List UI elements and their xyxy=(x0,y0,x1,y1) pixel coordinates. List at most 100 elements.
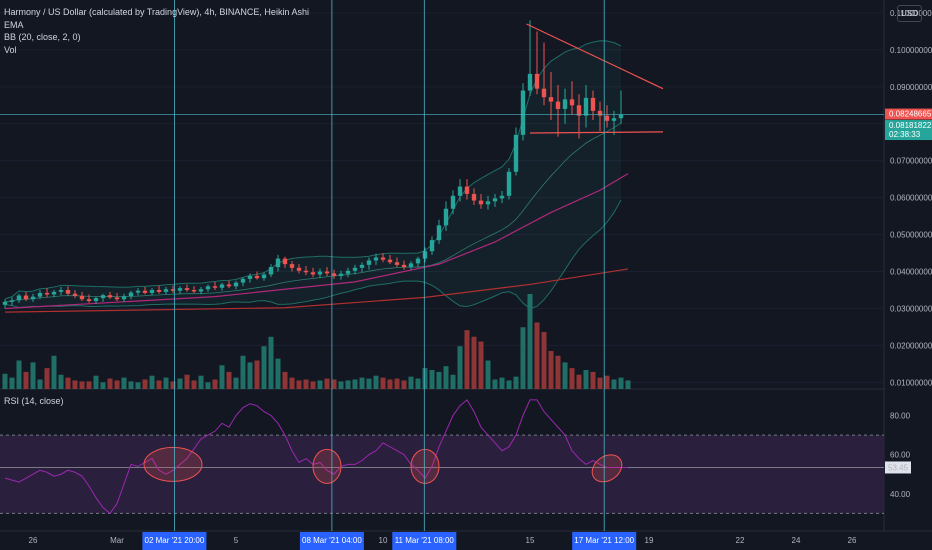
rsi-tick-label: 60.00 xyxy=(890,451,911,460)
candle xyxy=(471,188,477,206)
volume-bar xyxy=(51,355,57,389)
price-tag-countdown: 02:38:33 xyxy=(889,130,921,139)
volume-bar xyxy=(16,360,22,389)
rsi-legend[interactable]: RSI (14, close) xyxy=(4,396,68,406)
candle-body xyxy=(226,284,232,287)
volume-bar xyxy=(121,377,127,389)
candle-body xyxy=(373,257,379,261)
volume-bar xyxy=(583,370,589,389)
candle-body xyxy=(345,270,351,274)
volume-bar xyxy=(156,380,162,389)
volume-bar xyxy=(618,377,624,389)
candle xyxy=(275,254,281,272)
candle-body xyxy=(464,186,470,194)
candle-body xyxy=(604,115,610,121)
price-tag-background xyxy=(885,120,932,141)
price-tick-label: 0.09000000 xyxy=(890,83,932,92)
volume-bar xyxy=(352,379,358,389)
volume-bar xyxy=(37,379,43,389)
currency-button[interactable]: USD xyxy=(897,5,922,22)
candle xyxy=(128,290,134,300)
candle-body xyxy=(79,295,85,300)
candle-body xyxy=(240,278,246,283)
candle-body xyxy=(618,114,624,119)
candle-body xyxy=(303,270,309,273)
volume-bar xyxy=(198,375,204,389)
candle-body xyxy=(205,286,211,290)
candle-body xyxy=(247,275,253,279)
candle-body xyxy=(100,295,106,299)
price-tag-background xyxy=(885,108,932,120)
candle xyxy=(177,286,183,294)
candle xyxy=(226,280,232,289)
symbol-title[interactable]: Harmony / US Dollar (calculated by Tradi… xyxy=(4,7,309,17)
candle xyxy=(380,253,386,263)
candle xyxy=(324,267,330,276)
candle xyxy=(268,264,274,278)
candle xyxy=(44,288,50,298)
ema-legend[interactable]: EMA xyxy=(4,20,28,30)
volume-bar xyxy=(135,382,141,389)
candle xyxy=(331,269,337,279)
volume-bar xyxy=(471,336,477,389)
volume-bar xyxy=(44,368,50,389)
candle-body xyxy=(611,118,617,121)
volume-bar xyxy=(317,380,323,389)
rsi-band-fill xyxy=(0,435,884,514)
candle xyxy=(23,291,29,302)
rsi-line xyxy=(4,399,628,515)
candle xyxy=(534,31,540,95)
volume-bar xyxy=(58,374,64,389)
candle xyxy=(240,277,246,287)
volume-bar xyxy=(527,294,533,389)
candle-body xyxy=(44,292,50,295)
candle xyxy=(429,236,435,255)
volume-bar xyxy=(212,379,218,389)
time-tick-label: 5 xyxy=(234,536,239,545)
bb-legend[interactable]: BB (20, close, 2, 0) xyxy=(4,32,85,42)
candle-body xyxy=(2,301,8,305)
time-tick-label: 15 xyxy=(526,536,535,545)
candle xyxy=(310,267,316,278)
candle xyxy=(86,294,92,303)
candle-body xyxy=(163,289,169,292)
candle-body xyxy=(121,296,127,300)
price-tick-label: 0.05000000 xyxy=(890,231,932,240)
candle xyxy=(548,72,554,121)
volume-bar xyxy=(345,380,351,389)
time-highlight-background xyxy=(299,532,364,550)
time-tick-label: 19 xyxy=(645,536,654,545)
volume-bar xyxy=(254,360,260,389)
price-tick-label: 0.06000000 xyxy=(890,194,932,203)
candle-body xyxy=(408,263,414,268)
trendline-annotation xyxy=(529,131,664,134)
candle-body xyxy=(485,201,491,205)
candle-body xyxy=(492,198,498,202)
volume-bar xyxy=(534,322,540,389)
volume-bar xyxy=(520,327,526,389)
time-highlight-label: 11 Mar '21 08:00 xyxy=(395,536,455,545)
volume-bar xyxy=(23,371,29,389)
volume-bar xyxy=(485,360,491,389)
candle-body xyxy=(387,259,393,263)
volume-bar xyxy=(303,379,309,389)
vol-legend[interactable]: Vol xyxy=(4,45,21,55)
volume-bar xyxy=(338,381,344,389)
volume-bar xyxy=(9,377,15,389)
candle-body xyxy=(233,282,239,287)
rsi-value-tag-background xyxy=(885,461,911,474)
volume-bar xyxy=(114,380,120,389)
volume-bar xyxy=(282,371,288,389)
volume-bar xyxy=(30,362,36,389)
volume-bar xyxy=(457,346,463,389)
candle xyxy=(387,254,393,265)
candle xyxy=(303,265,309,276)
volume-bar xyxy=(604,375,610,389)
candle xyxy=(156,285,162,294)
volume-bar xyxy=(611,379,617,389)
candle-body xyxy=(506,171,512,196)
time-highlight-background xyxy=(572,532,637,550)
volume-bar xyxy=(506,380,512,389)
volume-bar xyxy=(394,378,400,389)
